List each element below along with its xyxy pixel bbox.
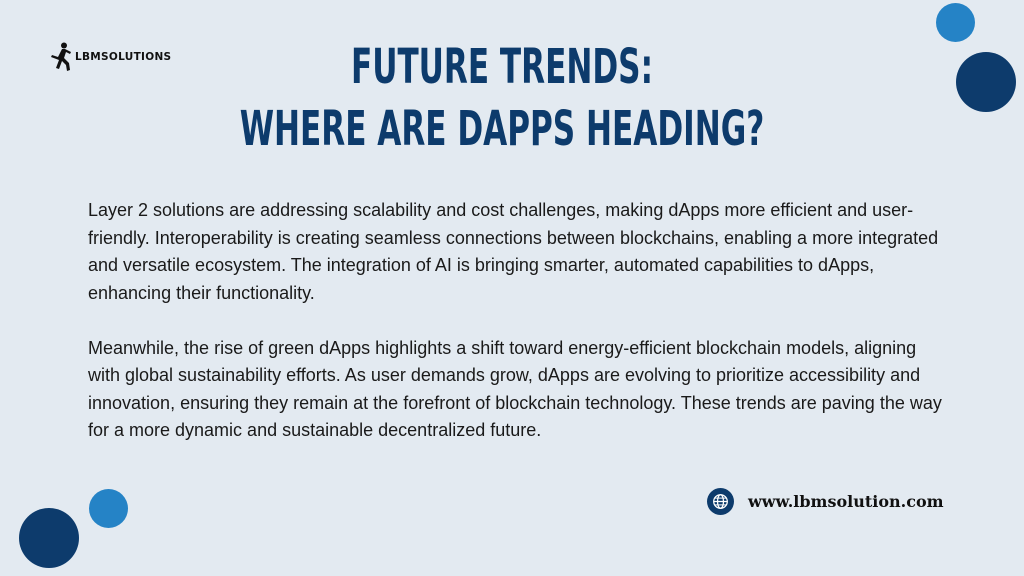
page-title: FUTURE TRENDS: WHERE ARE DAPPS HEADING?	[141, 36, 864, 160]
body-content: Layer 2 solutions are addressing scalabi…	[88, 197, 948, 445]
decorative-circle-bottom-large	[19, 508, 79, 568]
globe-icon	[707, 488, 734, 515]
decorative-circle-bottom-small	[89, 489, 128, 528]
person-logo-icon	[51, 42, 71, 71]
title-line-1: FUTURE TRENDS:	[350, 39, 654, 95]
company-logo: LBMSOLUTIONS	[48, 42, 171, 72]
paragraph-1: Layer 2 solutions are addressing scalabi…	[88, 200, 939, 303]
website-link[interactable]: www.lbmsolution.com	[707, 488, 944, 515]
logo-text: LBMSOLUTIONS	[75, 51, 172, 63]
title-line-2: WHERE ARE DAPPS HEADING?	[239, 101, 765, 157]
decorative-circle-top-large	[956, 52, 1016, 112]
website-url[interactable]: www.lbmsolution.com	[748, 492, 944, 511]
decorative-circle-top-small	[936, 3, 975, 42]
paragraph-2: Meanwhile, the rise of green dApps highl…	[88, 337, 942, 441]
